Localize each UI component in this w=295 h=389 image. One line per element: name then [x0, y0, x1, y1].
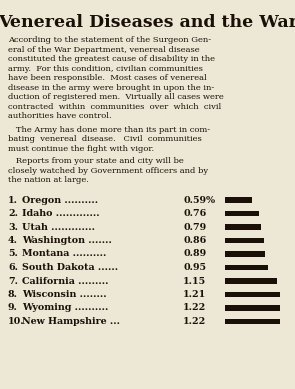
Text: 0.89: 0.89 — [183, 249, 206, 259]
Text: 1.21: 1.21 — [183, 290, 206, 299]
Text: have been responsible.  Most cases of venereal: have been responsible. Most cases of ven… — [8, 74, 207, 82]
Text: 0.86: 0.86 — [183, 236, 206, 245]
Text: the nation at large.: the nation at large. — [8, 176, 89, 184]
Text: 5.: 5. — [8, 249, 18, 259]
Bar — [225, 319, 280, 324]
Bar — [225, 238, 264, 243]
Bar — [225, 251, 265, 257]
Text: authorities have control.: authorities have control. — [8, 112, 112, 120]
Text: Utah .............: Utah ............. — [22, 223, 95, 231]
Text: must continue the fight with vigor.: must continue the fight with vigor. — [8, 144, 154, 152]
Text: 8.: 8. — [8, 290, 18, 299]
Text: army.  For this condition, civilian communities: army. For this condition, civilian commu… — [8, 65, 203, 72]
Bar — [225, 292, 280, 297]
Text: eral of the War Department, venereal disease: eral of the War Department, venereal dis… — [8, 46, 200, 54]
Text: Reports from your state and city will be: Reports from your state and city will be — [8, 157, 184, 165]
Text: 0.79: 0.79 — [183, 223, 206, 231]
Bar — [225, 197, 252, 203]
Text: Wisconsin ........: Wisconsin ........ — [22, 290, 106, 299]
Text: 2.: 2. — [8, 209, 18, 218]
Text: 1.22: 1.22 — [183, 303, 206, 312]
Text: Venereal Diseases and the War: Venereal Diseases and the War — [0, 14, 295, 31]
Text: South Dakota ......: South Dakota ...... — [22, 263, 118, 272]
Text: 1.: 1. — [8, 196, 18, 205]
Text: 10.: 10. — [8, 317, 24, 326]
Text: The Army has done more than its part in com-: The Army has done more than its part in … — [8, 126, 210, 133]
Text: California .........: California ......... — [22, 277, 109, 286]
Text: New Hampshire ...: New Hampshire ... — [22, 317, 120, 326]
Text: bating  venereal  disease.   Civil  communities: bating venereal disease. Civil communiti… — [8, 135, 202, 143]
Text: 6.: 6. — [8, 263, 18, 272]
Text: constituted the greatest cause of disability in the: constituted the greatest cause of disabi… — [8, 55, 215, 63]
Text: disease in the army were brought in upon the in-: disease in the army were brought in upon… — [8, 84, 214, 91]
Text: 3.: 3. — [8, 223, 18, 231]
Bar — [225, 224, 260, 230]
Text: Oregon ..........: Oregon .......... — [22, 196, 98, 205]
Text: Idaho .............: Idaho ............. — [22, 209, 100, 218]
Text: 0.76: 0.76 — [183, 209, 206, 218]
Bar — [225, 278, 277, 284]
Text: contracted  within  communities  over  which  civil: contracted within communities over which… — [8, 102, 221, 110]
Bar — [225, 265, 268, 270]
Text: Wyoming ..........: Wyoming .......... — [22, 303, 108, 312]
Text: 4.: 4. — [8, 236, 18, 245]
Text: closely watched by Government officers and by: closely watched by Government officers a… — [8, 166, 208, 175]
Text: Montana ..........: Montana .......... — [22, 249, 106, 259]
Text: Washington .......: Washington ....... — [22, 236, 112, 245]
Text: 7.: 7. — [8, 277, 18, 286]
Text: According to the statement of the Surgeon Gen-: According to the statement of the Surgeo… — [8, 36, 211, 44]
Bar — [225, 305, 280, 311]
Text: 1.22: 1.22 — [183, 317, 206, 326]
Text: 9.: 9. — [8, 303, 18, 312]
Bar — [225, 211, 259, 216]
Text: 1.15: 1.15 — [183, 277, 206, 286]
Text: 0.95: 0.95 — [183, 263, 206, 272]
Text: duction of registered men.  Virtually all cases were: duction of registered men. Virtually all… — [8, 93, 224, 101]
Text: 0.59%: 0.59% — [183, 196, 215, 205]
